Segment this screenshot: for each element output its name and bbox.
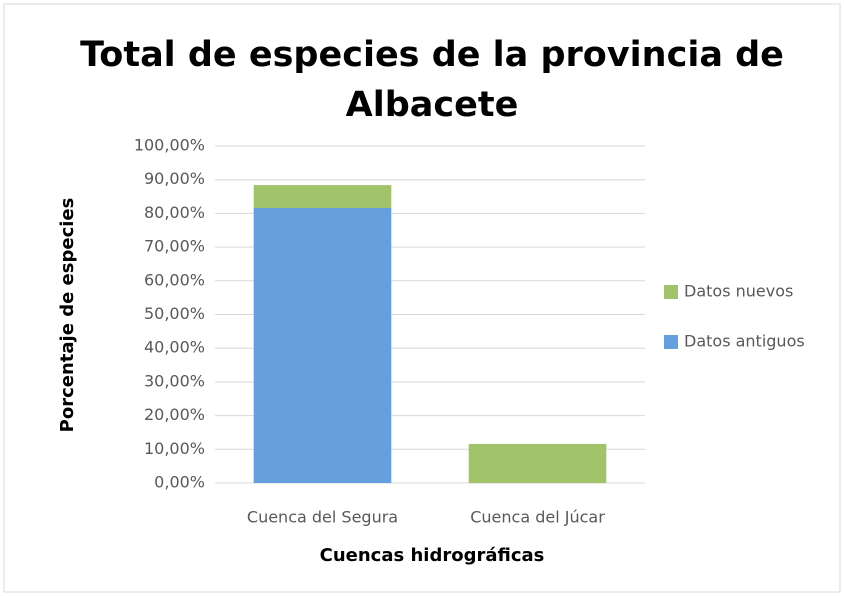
y-tick-label: 20,00% [144,405,205,424]
y-tick-label: 100,00% [134,136,205,155]
y-tick-label: 0,00% [154,473,205,492]
y-tick-label: 90,00% [144,169,205,188]
y-tick-label: 40,00% [144,338,205,357]
x-tick-label: Cuenca del Júcar [470,508,605,527]
y-tick-label: 10,00% [144,439,205,458]
y-tick-label: 30,00% [144,371,205,390]
y-tick-label: 70,00% [144,237,205,256]
x-tick-label: Cuenca del Segura [247,508,398,527]
chart-border [3,3,841,593]
legend-swatch [664,285,678,299]
chart-title: Total de especies de la provincia de Alb… [80,35,784,125]
bar-segment [468,443,607,483]
legend-label: Datos nuevos [684,282,793,301]
y-axis-title: Porcentaje de especies [57,198,78,433]
y-tick-label: 80,00% [144,203,205,222]
y-tick-label: 50,00% [144,304,205,323]
legend-label: Datos antiguos [684,332,805,351]
legend-swatch [664,335,678,349]
y-tick-label: 60,00% [144,270,205,289]
bar-segment [253,185,392,209]
bar-segment [253,208,392,483]
x-axis-title: Cuencas hidrográficas [320,545,545,566]
